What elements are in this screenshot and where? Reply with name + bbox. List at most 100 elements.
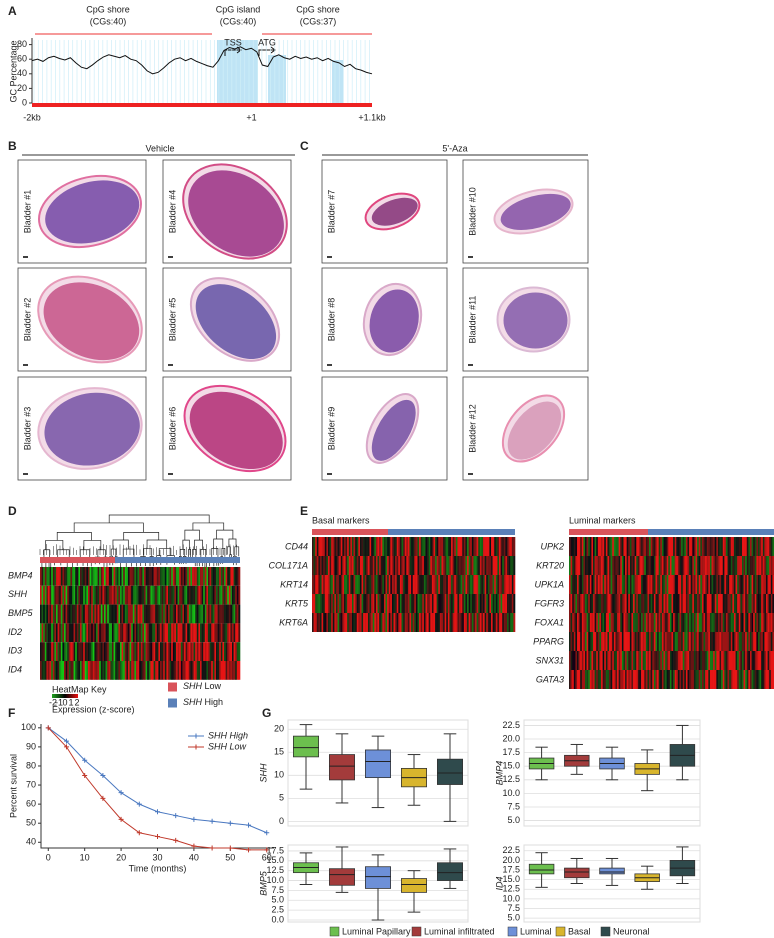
heatmap-cell [184,567,186,586]
heatmap-cell [599,670,602,689]
heatmap-cell [652,594,655,613]
heatmap-cell [495,537,498,556]
heatmap-cell [698,632,701,651]
heatmap-cell [54,567,57,586]
heatmap-cell [476,594,479,613]
heatmap-cell [479,556,482,575]
heatmap-cell [361,537,364,556]
heatmap-cell [206,585,209,605]
censor-mark [191,816,197,822]
heatmap-cell [41,604,44,624]
heatmap-cell [94,567,97,586]
heatmap-cell [685,632,688,651]
heatmap-cell [88,604,90,624]
heatmap-cell [206,661,209,680]
heatmap-cell [140,623,143,643]
heatmap-cell [626,537,629,556]
heatmap-cell [451,575,453,594]
heatmap-cell [176,604,178,624]
heatmap-cell [382,575,385,594]
heatmap-cell [377,537,380,556]
heatmap-cell [658,575,661,594]
heatmap-cell [342,556,345,575]
heatmap-cell [172,585,175,605]
heatmap-cell [661,670,664,689]
heatmap-cell [746,651,749,670]
heatmap-cell [412,613,415,632]
heatmap-cell [51,642,54,661]
sample-label: Bladder #11 [467,296,477,344]
heatmap-cell [657,556,659,575]
heatmap-cell [409,537,412,556]
heatmap-cell [765,556,768,575]
heatmap-cell [351,556,354,575]
heatmap-cell [601,575,603,594]
heatmap-cell [586,575,589,594]
heatmap-cell [68,642,71,661]
heatmap-cell [203,585,206,605]
heatmap-cell [602,556,605,575]
heatmap-cell [327,556,330,575]
heatmap-cell [772,651,774,670]
heatmap-cell [444,575,447,594]
heatmap-cell [663,594,666,613]
heatmap-cell [599,613,602,632]
heatmap-cell [383,537,386,556]
dendrogram [45,540,64,550]
heatmap-cell [462,594,465,613]
heatmap-cell [709,632,712,651]
heatmap-cell [41,642,44,661]
heatmap-cell [56,585,58,605]
heatmap-cell [356,594,359,613]
gene-label: KRT5 [285,598,309,608]
heatmap-cell [67,604,70,624]
heatmap-cell [139,585,142,605]
heatmap-cell [217,567,220,586]
heatmap-cell [431,613,434,632]
heatmap-cell [724,670,727,689]
heatmap-cell [107,604,110,624]
heatmap-cell [214,661,217,680]
heatmap-cell [353,594,356,613]
heatmap-cell [110,567,113,586]
heatmap-cell [692,613,695,632]
heatmap-cell [446,575,449,594]
heatmap-cell [685,594,688,613]
heatmap-cell [375,594,378,613]
heatmap-cell [403,575,406,594]
heatmap-cell [126,567,129,586]
heatmap-cell [762,575,765,594]
heatmap-cell [212,661,215,680]
dendrogram [123,532,160,541]
heatmap-cell [177,585,180,605]
heatmap-cell [754,613,757,632]
heatmap-cell [388,537,391,556]
heatmap-cell [209,604,212,624]
heatmap-cell [355,594,358,613]
heatmap-cell [68,567,71,586]
heatmap-cell [326,594,329,613]
heatmap-cell [385,575,388,594]
heatmap-cell [769,556,772,575]
heatmap-cell [649,632,651,651]
heatmap-cell [653,594,656,613]
heatmap-cell [657,670,659,689]
heatmap-cell [187,604,190,624]
heatmap-cell [414,537,417,556]
tissue [371,197,418,226]
heatmap-cell [716,651,719,670]
heatmap-cell [116,661,119,680]
heatmap-cell [171,623,174,643]
heatmap-cell [676,537,679,556]
heatmap-cell [435,613,437,632]
heatmap-cell [449,575,452,594]
heatmap-cell [690,537,693,556]
heatmap-cell [83,567,86,586]
heatmap-cell [433,537,436,556]
heatmap-cell [321,594,324,613]
heatmap-cell [770,632,773,651]
heatmap-cell [137,604,140,624]
heatmap-cell [131,567,134,586]
heatmap-cell [761,613,764,632]
heatmap-cell [211,642,214,661]
